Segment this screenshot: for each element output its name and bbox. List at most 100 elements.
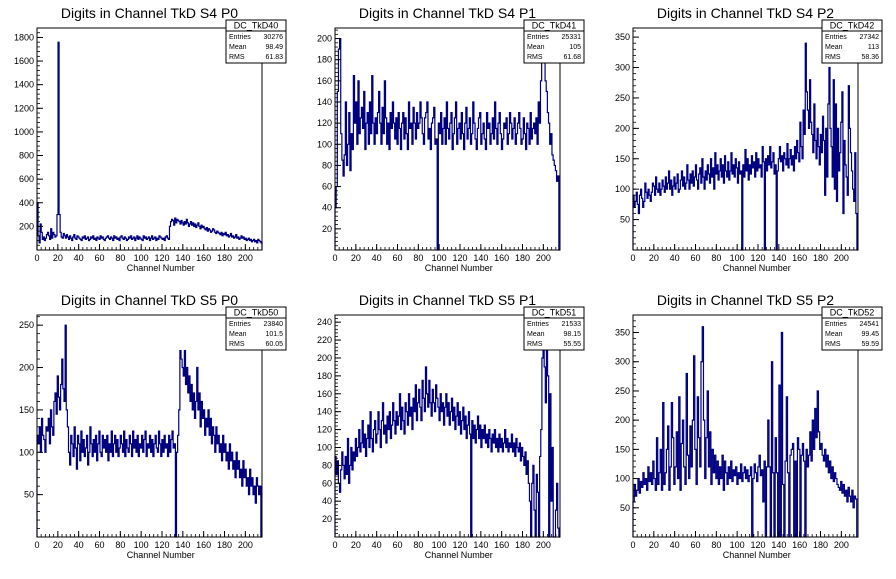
x-tick-label: 160: [494, 253, 509, 263]
x-tick-label: 120: [452, 540, 467, 550]
stats-row-value: 61.83: [265, 54, 283, 61]
x-tick-label: 100: [134, 253, 149, 263]
x-tick-label: 160: [792, 540, 807, 550]
x-tick-label: 80: [115, 253, 125, 263]
x-tick-label: 0: [332, 253, 337, 263]
y-tick-label: 200: [19, 221, 34, 231]
y-tick-label: 200: [615, 415, 630, 425]
stats-row-value: 23840: [264, 321, 284, 328]
x-tick-label: 100: [432, 540, 447, 550]
stats-row-label: Mean: [229, 44, 247, 51]
histogram-series: [632, 42, 858, 251]
stats-row-value: 98.15: [563, 331, 581, 338]
stats-box: DC_TkD40 Entries 30276 Mean 98.49 RMS 61.83: [225, 19, 287, 64]
x-tick-label: 140: [175, 540, 190, 550]
stats-box-name: DC_TkD40: [234, 21, 279, 31]
chart-title: Digits in Channel TkD S5 P1: [359, 292, 536, 308]
stats-row-label: RMS: [229, 341, 245, 348]
x-tick-label: 60: [94, 540, 104, 550]
y-tick-label: 160: [317, 76, 332, 86]
y-tick-label: 100: [317, 442, 332, 452]
stats-box: DC_TkD41 Entries 25331 Mean 105 RMS 61.68: [523, 19, 585, 64]
x-tick-label: 180: [515, 540, 530, 550]
chart-title: Digits in Channel TkD S5 P2: [657, 292, 834, 308]
x-tick-label: 40: [74, 540, 84, 550]
stats-row-value: 21533: [562, 321, 582, 328]
stats-row-value: 24541: [860, 321, 880, 328]
x-tick-label: 180: [813, 540, 828, 550]
y-tick-label: 150: [19, 405, 34, 415]
y-tick-label: 20: [322, 224, 332, 234]
x-tick-label: 80: [711, 540, 721, 550]
x-tick-label: 20: [53, 540, 63, 550]
x-axis-label: Channel Number: [127, 550, 195, 560]
histogram-pad-2: Digits in Channel TkD S4 P1 20 40 60 80 100 12…: [317, 5, 585, 273]
x-tick-label: 180: [515, 253, 530, 263]
x-tick-label: 140: [175, 253, 190, 263]
y-tick-label: 60: [322, 182, 332, 192]
x-tick-label: 200: [834, 253, 849, 263]
stats-box-name: DC_TkD42: [830, 21, 875, 31]
stats-row-label: Entries: [825, 34, 847, 41]
x-tick-label: 60: [392, 253, 402, 263]
x-tick-label: 160: [792, 253, 807, 263]
x-tick-label: 120: [452, 253, 467, 263]
histogram-pad-5: Digits in Channel TkD S5 P1 20 40 60 80 100 12…: [317, 292, 585, 560]
stats-box: DC_TkD50 Entries 23840 Mean 101.5 RMS 60.05: [225, 306, 287, 351]
x-tick-label: 60: [392, 540, 402, 550]
y-tick-label: 50: [620, 503, 630, 513]
histogram-series: [36, 324, 262, 538]
y-tick-label: 50: [24, 490, 34, 500]
x-tick-label: 160: [196, 253, 211, 263]
y-tick-label: 300: [615, 357, 630, 367]
y-tick-label: 80: [322, 460, 332, 470]
stats-row-label: RMS: [825, 54, 841, 61]
x-tick-label: 120: [750, 253, 765, 263]
stats-box-frame: [225, 19, 287, 64]
x-tick-label: 0: [332, 540, 337, 550]
stats-row-value: 58.36: [861, 54, 879, 61]
x-tick-label: 180: [217, 253, 232, 263]
x-axis-label: Channel Number: [723, 263, 791, 273]
y-tick-label: 140: [317, 407, 332, 417]
x-tick-label: 60: [690, 540, 700, 550]
x-tick-label: 200: [536, 540, 551, 550]
y-tick-label: 200: [317, 34, 332, 44]
y-tick-label: 120: [317, 118, 332, 128]
y-tick-label: 400: [19, 198, 34, 208]
y-tick-label: 140: [317, 97, 332, 107]
x-tick-label: 200: [238, 540, 253, 550]
stats-row-label: RMS: [229, 54, 245, 61]
y-tick-label: 350: [615, 328, 630, 338]
x-tick-label: 80: [413, 253, 423, 263]
histogram-series: [632, 326, 858, 538]
x-tick-label: 200: [238, 253, 253, 263]
stats-box: DC_TkD52 Entries 24541 Mean 99.45 RMS 59.59: [821, 306, 883, 351]
x-tick-label: 180: [217, 540, 232, 550]
y-tick-label: 1200: [14, 103, 34, 113]
x-tick-label: 100: [730, 540, 745, 550]
x-tick-label: 0: [34, 540, 39, 550]
y-tick-label: 40: [322, 203, 332, 213]
stats-box: DC_TkD42 Entries 27342 Mean 113 RMS 58.36: [821, 19, 883, 64]
x-tick-label: 120: [750, 540, 765, 550]
y-tick-label: 250: [19, 320, 34, 330]
y-tick-label: 250: [615, 93, 630, 103]
histogram-pad-1: Digits in Channel TkD S4 P02004006008001…: [14, 5, 287, 273]
stats-row-label: RMS: [825, 341, 841, 348]
x-tick-label: 120: [154, 253, 169, 263]
x-tick-label: 20: [649, 540, 659, 550]
x-tick-label: 100: [432, 253, 447, 263]
stats-row-value: 27342: [860, 34, 880, 41]
y-tick-label: 100: [615, 184, 630, 194]
stats-row-label: Mean: [229, 331, 247, 338]
x-tick-label: 0: [630, 540, 635, 550]
stats-row-value: 30276: [264, 34, 284, 41]
stats-row-value: 101.5: [265, 331, 283, 338]
x-tick-label: 200: [536, 253, 551, 263]
x-axis-label: Channel Number: [425, 263, 493, 273]
y-tick-label: 240: [317, 317, 332, 327]
stats-row-label: Entries: [229, 321, 251, 328]
stats-row-label: Entries: [527, 34, 549, 41]
